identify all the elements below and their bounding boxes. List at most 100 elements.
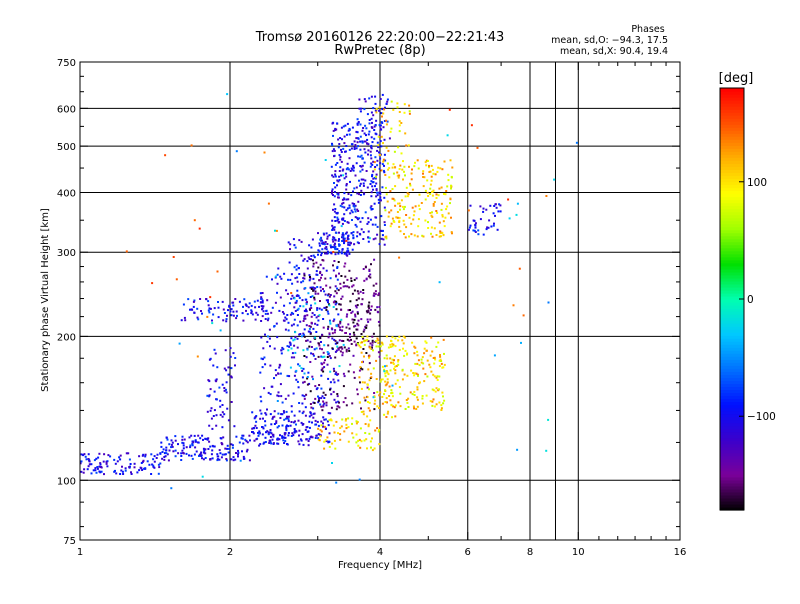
data-point: [355, 299, 358, 302]
data-point: [347, 243, 350, 246]
data-point: [355, 277, 358, 280]
data-point: [487, 226, 490, 229]
data-point: [272, 416, 274, 419]
data-point: [445, 208, 448, 211]
data-point: [328, 234, 331, 237]
data-point: [450, 176, 453, 179]
data-point: [287, 329, 290, 332]
colorbar-segment: [720, 292, 744, 297]
data-point: [406, 401, 409, 404]
data-point: [376, 310, 379, 313]
data-point: [330, 419, 333, 422]
data-point: [243, 457, 246, 460]
data-point: [338, 365, 341, 368]
data-point: [261, 315, 264, 318]
data-point: [209, 409, 212, 412]
data-point: [398, 124, 401, 127]
data-point: [324, 293, 327, 296]
y-tick-label: 400: [57, 188, 76, 199]
data-point: [260, 412, 263, 415]
data-point: [334, 290, 337, 293]
colorbar-segment: [720, 151, 744, 155]
data-point: [240, 437, 243, 440]
colorbar-segment: [720, 130, 744, 134]
data-point: [355, 420, 358, 423]
data-point: [80, 460, 83, 463]
data-point: [314, 292, 317, 295]
data-point: [440, 409, 443, 411]
data-point: [402, 335, 405, 338]
data-point: [429, 183, 432, 186]
data-point: [327, 352, 330, 355]
data-point: [293, 431, 296, 434]
data-point: [381, 343, 384, 346]
data-point: [379, 380, 382, 383]
data-point: [253, 439, 256, 442]
data-point: [285, 427, 288, 430]
data-point: [208, 358, 211, 361]
data-point: [338, 243, 340, 246]
data-point: [390, 209, 393, 212]
data-point: [335, 231, 338, 234]
data-point: [363, 108, 366, 111]
data-point: [300, 439, 303, 442]
data-point: [264, 312, 267, 315]
data-point: [362, 413, 365, 416]
data-point: [293, 318, 296, 321]
data-point: [331, 238, 334, 241]
data-point: [428, 363, 431, 366]
data-point: [367, 423, 370, 426]
data-point: [376, 405, 379, 408]
data-point: [360, 440, 363, 443]
data-point: [343, 206, 346, 209]
data-point: [363, 381, 366, 384]
data-point: [281, 435, 284, 438]
data-point: [401, 205, 404, 208]
data-point: [192, 305, 195, 308]
data-point: [312, 259, 314, 262]
data-point: [318, 242, 321, 245]
data-point: [575, 141, 578, 144]
data-point: [367, 217, 370, 220]
data-point: [350, 343, 353, 345]
data-point: [416, 354, 419, 357]
data-point: [329, 320, 332, 323]
data-point: [404, 132, 407, 135]
colorbar-segment: [720, 314, 744, 318]
data-point: [398, 386, 401, 389]
data-point: [333, 226, 336, 229]
data-point: [366, 335, 369, 338]
data-point: [276, 273, 279, 276]
data-point: [118, 456, 121, 459]
data-point: [374, 132, 377, 135]
colorbar-segment: [720, 341, 744, 345]
data-point: [367, 240, 370, 243]
data-point: [293, 356, 296, 359]
data-point: [351, 219, 353, 221]
data-point: [105, 462, 108, 465]
data-point: [409, 391, 412, 394]
colorbar-segment: [720, 88, 744, 92]
data-point: [251, 427, 254, 430]
data-point: [293, 344, 296, 347]
colorbar-segment: [720, 94, 744, 98]
data-point: [327, 252, 330, 255]
data-point: [294, 331, 297, 334]
data-point: [351, 310, 354, 313]
data-point: [283, 442, 286, 444]
data-point: [282, 439, 285, 442]
data-point: [353, 208, 356, 211]
data-point: [297, 363, 300, 366]
data-point: [363, 98, 366, 101]
data-point: [325, 248, 328, 251]
data-point: [336, 162, 339, 164]
data-point: [232, 301, 235, 304]
data-point: [296, 380, 299, 383]
data-point: [431, 400, 434, 403]
data-point: [248, 302, 251, 305]
data-point: [430, 214, 433, 217]
data-point: [518, 267, 521, 270]
data-point: [353, 376, 356, 379]
data-point: [151, 282, 154, 285]
data-point: [251, 313, 254, 316]
